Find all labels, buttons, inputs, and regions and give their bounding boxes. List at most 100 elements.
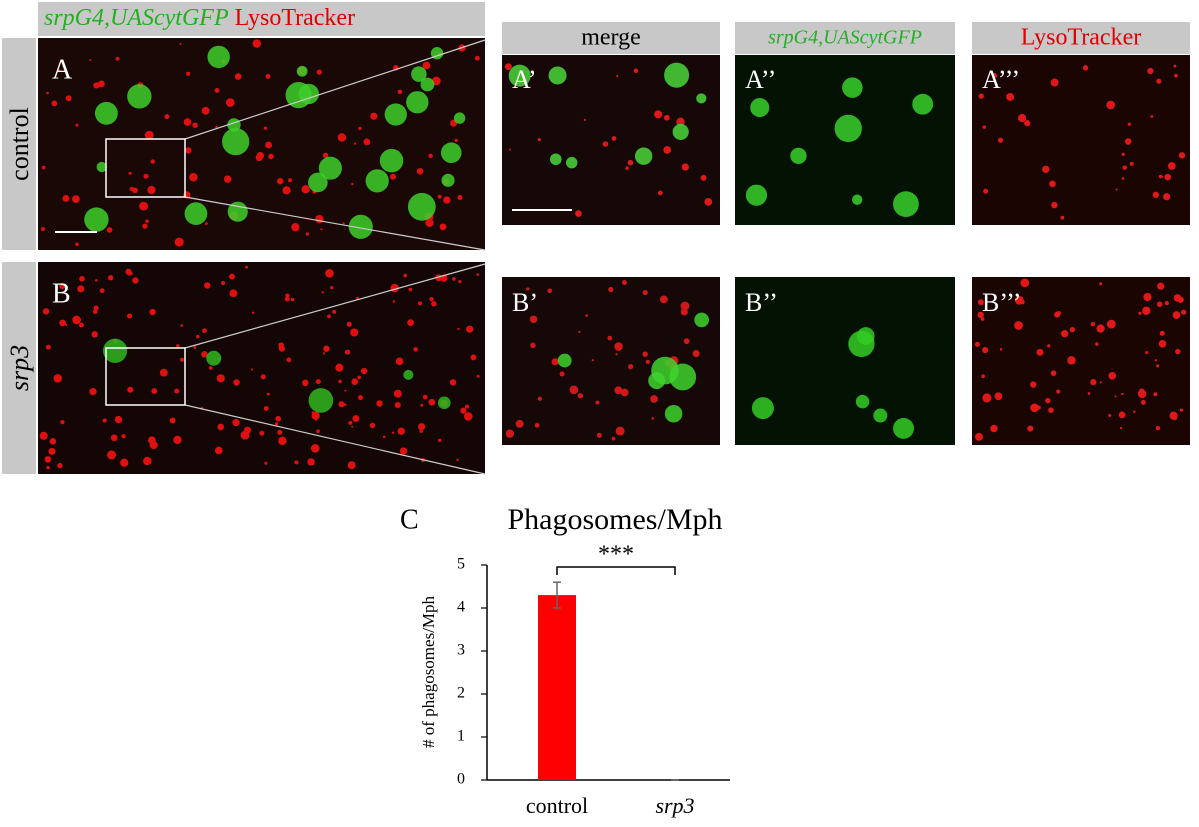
red-puncta [1030,381,1037,388]
red-puncta [1157,301,1163,308]
red-puncta [180,324,183,327]
red-puncta [121,434,126,439]
y-tick-label: 5 [457,556,465,573]
red-puncta [277,429,283,435]
chart-title: Phagosomes/Mph [507,503,722,536]
red-puncta [1069,326,1076,333]
green-cell [696,93,707,104]
green-cell [94,101,118,125]
red-puncta [201,351,208,358]
red-puncta [457,327,460,331]
red-puncta [376,400,383,407]
red-puncta [77,285,85,293]
red-puncta [251,311,255,314]
red-puncta [307,458,315,466]
red-puncta [215,125,218,129]
red-puncta [534,422,540,428]
red-puncta [683,338,690,345]
green-cell [407,192,436,221]
red-puncta [338,401,345,408]
bar [538,595,576,780]
y-tick-label: 0 [457,771,465,788]
red-puncta [72,315,81,325]
green-cell [565,156,578,169]
red-puncta [1099,381,1102,384]
red-puncta [314,418,317,421]
red-puncta [49,438,57,445]
red-puncta [106,227,113,233]
red-puncta [41,165,46,170]
error-bar [553,581,561,609]
red-puncta [1119,426,1123,430]
red-puncta [395,357,404,366]
green-cell [508,64,531,87]
red-puncta [1118,411,1126,419]
red-puncta [454,138,458,143]
red-puncta [129,187,134,192]
y-tick-label: 2 [457,685,465,702]
red-puncta [174,388,180,394]
red-puncta [1145,350,1149,355]
red-puncta [1173,64,1177,68]
red-puncta [980,317,985,321]
red-puncta [591,359,594,362]
red-puncta [201,106,210,115]
green-cell [790,147,807,165]
red-puncta [370,112,378,120]
red-puncta [358,395,364,401]
red-puncta [179,42,182,45]
red-puncta [551,358,559,366]
red-puncta [1014,321,1023,330]
red-puncta [620,388,629,397]
red-puncta [1172,311,1181,319]
red-puncta [1156,364,1160,368]
red-puncta [428,398,436,406]
red-puncta [1175,348,1181,355]
red-puncta [1177,296,1184,303]
red-puncta [302,379,309,387]
red-puncta [1056,311,1061,316]
red-puncta [183,118,192,126]
red-puncta [1006,93,1015,101]
y-axis-label: # of phagosomes/Mph [419,595,438,748]
green-cell [379,148,404,173]
red-puncta [607,335,613,341]
red-puncta [680,301,690,311]
red-puncta [614,386,623,395]
column-header [735,22,955,54]
red-puncta [676,117,685,127]
red-puncta [234,73,242,80]
green-cell [184,202,208,226]
red-puncta [127,313,133,319]
red-puncta [185,147,192,154]
green-cell [745,184,768,206]
red-puncta [346,321,352,327]
red-puncta [458,280,462,284]
red-puncta [413,347,418,352]
red-puncta [1014,295,1024,305]
micrograph [735,277,955,445]
red-puncta [392,300,396,303]
red-puncta [321,291,324,294]
red-puncta [204,282,211,289]
red-puncta [992,72,998,78]
green-cell [750,98,770,118]
red-puncta [1021,283,1025,286]
red-puncta [284,296,290,302]
red-puncta [393,389,402,398]
red-puncta [57,69,61,72]
red-puncta [1106,319,1116,329]
red-puncta [1140,399,1146,405]
header-bar [38,2,485,36]
green-cell [102,338,128,363]
red-puncta [276,178,284,185]
green-cell [651,356,679,385]
red-puncta [1121,177,1125,180]
red-puncta [628,363,634,370]
red-puncta [179,357,184,362]
red-puncta [515,419,524,428]
red-puncta [286,357,292,363]
red-puncta [95,279,98,282]
red-puncta [225,98,235,107]
red-puncta [578,330,581,334]
